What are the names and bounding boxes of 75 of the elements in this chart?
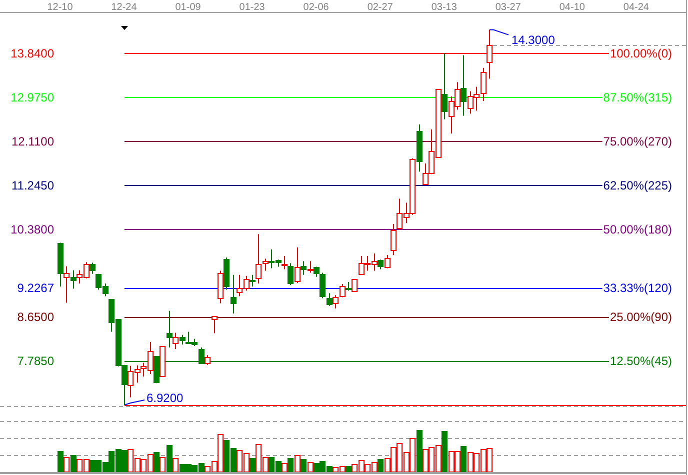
candlestick (288, 262, 294, 286)
bar (300, 459, 306, 472)
candlestick (308, 260, 314, 274)
candlestick (256, 234, 262, 284)
x-tick-label: 02-06 (303, 2, 330, 13)
candlestick (340, 283, 346, 298)
candlestick (212, 316, 218, 334)
bar (346, 466, 352, 472)
x-tick-label: 01-23 (239, 2, 266, 13)
y-tick-label: 10.3800 (10, 222, 54, 236)
bar (58, 451, 64, 472)
bar (154, 452, 160, 472)
bar (288, 458, 294, 472)
candlestick (64, 266, 70, 304)
candlestick (230, 274, 236, 314)
y-tick-label: 7.7850 (17, 354, 54, 368)
bar (64, 457, 70, 472)
annotation: 62.50%(225) (603, 178, 672, 192)
candlestick (282, 256, 288, 270)
candlestick (166, 310, 172, 348)
bar (416, 430, 422, 472)
bar (70, 455, 76, 472)
x-tick-label: 02-27 (367, 2, 394, 13)
annotation: 50.00%(180) (603, 222, 672, 236)
candlestick (90, 262, 96, 274)
annotation: 100.00%(0) (610, 46, 672, 60)
candlestick (204, 354, 210, 366)
annotation: 87.50%(315) (603, 90, 672, 104)
candlestick (172, 332, 178, 350)
x-tick-label: 12-24 (111, 2, 138, 13)
bar (308, 462, 314, 472)
y-tick-label: 12.1100 (12, 134, 54, 148)
x-tick-label: 03-13 (431, 2, 458, 13)
x-tick-label: 04-10 (559, 2, 586, 13)
bar (166, 445, 172, 472)
y-tick-label: 8.6500 (17, 310, 54, 324)
x-tick-label: 04-24 (623, 2, 650, 13)
annotation: 25.00%(90) (610, 310, 672, 324)
candlestick (314, 266, 320, 278)
candlestick (332, 294, 338, 309)
bar (294, 455, 300, 472)
x-tick-label: 12-10 (47, 2, 74, 13)
bar (282, 463, 288, 472)
candlestick (390, 223, 396, 256)
bar (160, 457, 166, 472)
candlestick (480, 67, 486, 102)
bar (250, 458, 256, 472)
candlestick (320, 272, 326, 299)
candlestick (460, 54, 466, 116)
candlestick (378, 259, 384, 270)
candlestick (352, 279, 358, 292)
y-tick-label: 13.8400 (10, 46, 54, 60)
bar (442, 431, 448, 472)
candlestick (262, 258, 268, 272)
annotation: 6.9200 (146, 391, 184, 406)
candlestick (300, 260, 306, 276)
x-tick-label: 03-27 (495, 2, 522, 13)
candlestick (326, 292, 332, 306)
y-tick-label: 12.9750 (10, 90, 54, 104)
annotation: 33.33%(120) (603, 280, 672, 295)
candlestick (70, 270, 76, 290)
annotation: 14.3000 (512, 32, 556, 47)
bar (460, 446, 466, 472)
candlestick (384, 254, 390, 269)
y-tick-label: 9.2267 (17, 280, 54, 295)
candlestick (294, 246, 300, 284)
candlestick (180, 334, 186, 345)
bar (172, 458, 178, 472)
annotation: 12.50%(45) (610, 354, 672, 368)
bar (378, 459, 384, 472)
candlestick (250, 274, 256, 288)
x-tick-label: 01-09 (175, 2, 202, 13)
annotation: 75.00%(270) (603, 134, 672, 148)
candlestick (442, 52, 448, 120)
y-tick-label: 11.2450 (12, 178, 54, 192)
